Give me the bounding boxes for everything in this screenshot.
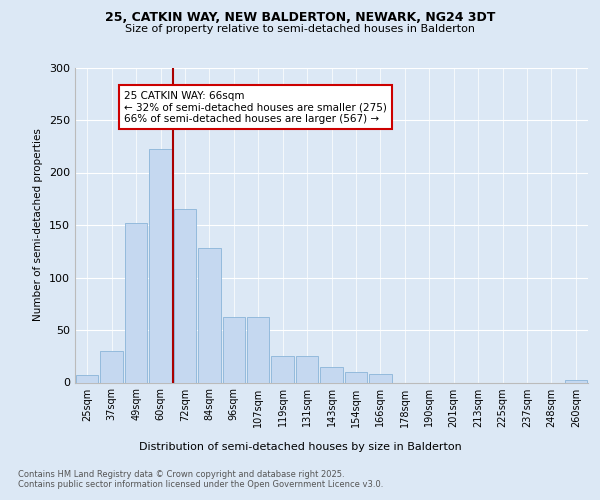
Bar	[125, 223, 148, 382]
Bar	[320, 367, 343, 382]
Text: Size of property relative to semi-detached houses in Balderton: Size of property relative to semi-detach…	[125, 24, 475, 34]
Bar	[296, 356, 319, 382]
Bar	[149, 150, 172, 382]
Text: Distribution of semi-detached houses by size in Balderton: Distribution of semi-detached houses by …	[139, 442, 461, 452]
Bar	[565, 380, 587, 382]
Text: 25 CATKIN WAY: 66sqm
← 32% of semi-detached houses are smaller (275)
66% of semi: 25 CATKIN WAY: 66sqm ← 32% of semi-detac…	[124, 90, 387, 124]
Bar	[173, 209, 196, 382]
Text: Contains HM Land Registry data © Crown copyright and database right 2025.
Contai: Contains HM Land Registry data © Crown c…	[18, 470, 383, 490]
Bar	[247, 318, 269, 382]
Bar	[369, 374, 392, 382]
Bar	[76, 375, 98, 382]
Y-axis label: Number of semi-detached properties: Number of semi-detached properties	[34, 128, 43, 322]
Bar	[100, 351, 123, 382]
Bar	[344, 372, 367, 382]
Text: 25, CATKIN WAY, NEW BALDERTON, NEWARK, NG24 3DT: 25, CATKIN WAY, NEW BALDERTON, NEWARK, N…	[105, 11, 495, 24]
Bar	[223, 318, 245, 382]
Bar	[198, 248, 221, 382]
Bar	[271, 356, 294, 382]
